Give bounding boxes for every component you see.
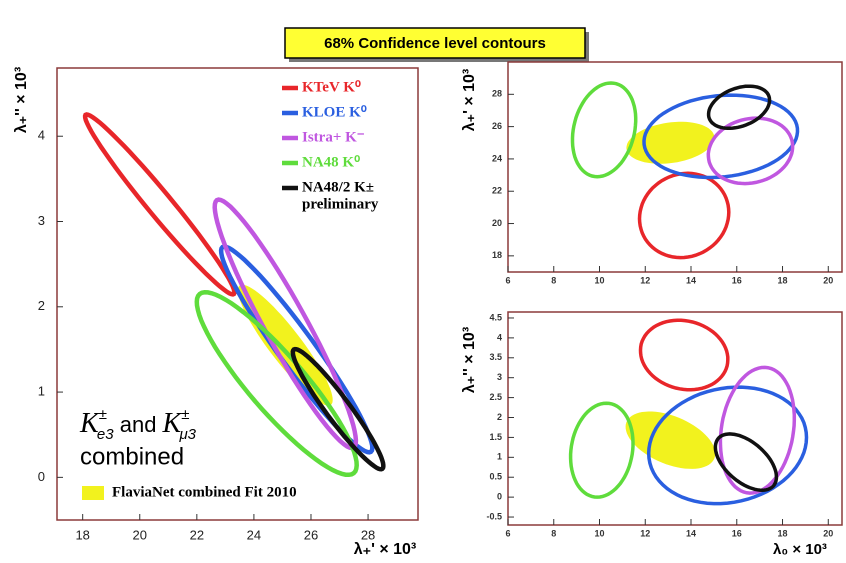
x-tick-label: 20 — [133, 527, 147, 542]
y-tick-label: 28 — [492, 89, 502, 99]
contour — [646, 385, 809, 506]
annotation: K± e3 and K± μ3 — [79, 406, 197, 443]
x-tick-label: 12 — [640, 275, 650, 285]
y-tick-label: 1 — [497, 452, 502, 462]
contour — [713, 432, 779, 492]
y-axis-title: λ₊'' × 10³ — [13, 67, 30, 133]
annotation-part: ± — [181, 406, 189, 423]
x-tick-label: 14 — [686, 528, 696, 538]
x-tick-label: 18 — [75, 527, 89, 542]
annotation-part: K — [162, 408, 183, 439]
contour — [194, 290, 359, 478]
contour — [212, 197, 359, 451]
y-tick-label: 1.5 — [489, 432, 502, 442]
x-tick-label: 16 — [732, 275, 742, 285]
y-tick-label: 0 — [38, 469, 45, 484]
x-tick-label: 22 — [190, 527, 204, 542]
contour — [642, 93, 800, 180]
contour — [706, 84, 772, 131]
y-tick-label: 22 — [492, 186, 502, 196]
contour — [290, 346, 386, 472]
y-tick-label: 3 — [38, 213, 45, 228]
y-tick-label: 18 — [492, 250, 502, 260]
y-axis-title: λ₊' × 10³ — [461, 69, 478, 132]
title-box — [284, 27, 586, 59]
annotation-part: μ3 — [178, 426, 196, 443]
contour — [706, 116, 795, 186]
x-tick-label: 12 — [640, 528, 650, 538]
legend-label: NA48/2 K± — [302, 179, 374, 195]
contour — [82, 112, 237, 297]
legend-label: KTeV K⁰ — [302, 79, 361, 95]
legend-label: NA48 K⁰ — [302, 154, 360, 170]
x-tick-label: 8 — [551, 275, 556, 285]
x-tick-label: 24 — [247, 527, 261, 542]
annotation-part: and — [114, 412, 163, 437]
annotation-part: ± — [99, 406, 107, 423]
y-tick-label: 3.5 — [489, 352, 502, 362]
x-tick-label: 10 — [594, 275, 604, 285]
x-tick-label: 20 — [823, 528, 833, 538]
y-axis-title: λ₊'' × 10³ — [461, 327, 478, 393]
x-tick-label: 10 — [594, 528, 604, 538]
plot-frame — [507, 61, 843, 273]
y-tick-label: 4 — [497, 332, 502, 342]
contour — [570, 81, 638, 179]
x-tick-label: 18 — [778, 528, 788, 538]
legend-note: preliminary — [302, 196, 379, 212]
y-tick-label: 2 — [38, 298, 45, 313]
x-tick-label: 16 — [732, 528, 742, 538]
x-tick-label: 18 — [778, 275, 788, 285]
y-tick-label: 0 — [497, 492, 502, 502]
y-tick-label: 3 — [497, 372, 502, 382]
legend-label: FlaviaNet combined Fit 2010 — [112, 484, 297, 500]
legend-swatch — [82, 486, 104, 500]
contour — [638, 318, 730, 392]
y-tick-label: 2 — [497, 412, 502, 422]
x-tick-label: 28 — [361, 527, 375, 542]
x-tick-label: 14 — [686, 275, 696, 285]
legend-label: Istra+ K⁻ — [302, 129, 365, 145]
y-tick-label: 0.5 — [489, 472, 502, 482]
annotation-part: e3 — [97, 426, 114, 443]
y-tick-label: 1 — [38, 384, 45, 399]
x-axis-title: λ₀ × 10³ — [773, 541, 827, 558]
y-tick-label: -0.5 — [486, 511, 502, 521]
y-tick-label: 2.5 — [489, 392, 502, 402]
legend-label: KLOE K⁰ — [302, 104, 367, 120]
x-axis-title: λ₊' × 10³ — [354, 541, 417, 558]
x-tick-label: 26 — [304, 527, 318, 542]
y-tick-label: 4.5 — [489, 312, 502, 322]
x-tick-label: 6 — [505, 528, 510, 538]
annotation-part: K — [79, 408, 100, 439]
y-tick-label: 24 — [492, 153, 502, 163]
annotation: combined — [80, 443, 184, 470]
y-tick-label: 4 — [38, 128, 45, 143]
y-tick-label: 26 — [492, 121, 502, 131]
contour — [718, 365, 797, 495]
figure-title: 68% Confidence level contours — [324, 35, 546, 52]
x-tick-label: 8 — [551, 528, 556, 538]
y-tick-label: 20 — [492, 218, 502, 228]
contour — [568, 401, 635, 499]
x-tick-label: 20 — [823, 275, 833, 285]
x-tick-label: 6 — [505, 275, 510, 285]
